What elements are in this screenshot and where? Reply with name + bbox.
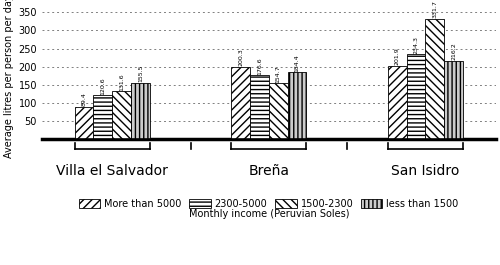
Text: 331.7: 331.7 <box>432 1 438 18</box>
Text: 184.4: 184.4 <box>294 54 300 72</box>
Bar <box>112 91 131 139</box>
Text: 155.5: 155.5 <box>138 65 143 82</box>
Bar <box>131 83 150 139</box>
Bar <box>426 19 444 139</box>
Bar <box>269 83 287 139</box>
Bar <box>444 61 463 139</box>
Text: 131.6: 131.6 <box>119 73 124 91</box>
Text: 154.7: 154.7 <box>276 65 280 82</box>
Bar <box>250 75 269 139</box>
Text: 176.6: 176.6 <box>257 57 262 74</box>
Text: 200.3: 200.3 <box>238 48 243 66</box>
Text: 216.2: 216.2 <box>451 42 456 60</box>
Bar <box>94 95 112 139</box>
Text: 201.9: 201.9 <box>394 48 400 65</box>
Bar <box>406 54 426 139</box>
Legend: More than 5000, 2300-5000, 1500-2300, less than 1500: More than 5000, 2300-5000, 1500-2300, le… <box>75 195 462 213</box>
X-axis label: Monthly income (Peruvian Soles): Monthly income (Peruvian Soles) <box>188 209 349 219</box>
Bar <box>232 67 250 139</box>
Y-axis label: Average litres per person per day: Average litres per person per day <box>4 0 14 157</box>
Bar <box>74 107 94 139</box>
Text: 234.3: 234.3 <box>414 36 418 54</box>
Text: 89.4: 89.4 <box>82 92 86 106</box>
Text: 120.6: 120.6 <box>100 77 105 95</box>
Bar <box>288 72 306 139</box>
Bar <box>388 66 406 139</box>
